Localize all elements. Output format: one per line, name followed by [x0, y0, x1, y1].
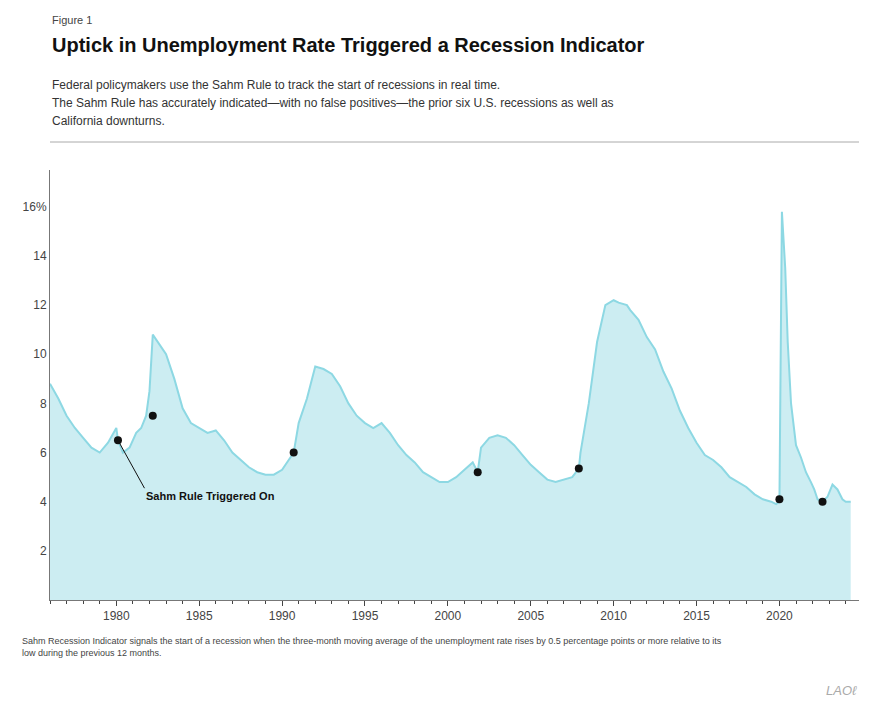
svg-text:2: 2 — [40, 544, 47, 558]
svg-text:16%: 16% — [23, 200, 47, 214]
svg-text:14: 14 — [33, 249, 47, 263]
svg-text:2020: 2020 — [766, 609, 793, 623]
svg-text:2015: 2015 — [683, 609, 710, 623]
svg-text:1995: 1995 — [352, 609, 379, 623]
svg-text:2010: 2010 — [600, 609, 627, 623]
svg-text:1985: 1985 — [186, 609, 213, 623]
svg-text:1990: 1990 — [269, 609, 296, 623]
svg-text:1980: 1980 — [103, 609, 130, 623]
svg-text:Sahm Rule Triggered On: Sahm Rule Triggered On — [146, 490, 275, 502]
svg-text:Uptick in Unemployment Rate Tr: Uptick in Unemployment Rate Triggered a … — [52, 34, 645, 56]
svg-text:The Sahm Rule has accurately i: The Sahm Rule has accurately indicated—w… — [52, 96, 614, 110]
svg-text:Figure 1: Figure 1 — [52, 14, 92, 26]
svg-text:8: 8 — [40, 397, 47, 411]
svg-text:2005: 2005 — [517, 609, 544, 623]
svg-text:12: 12 — [33, 298, 47, 312]
svg-text:LAOℓ: LAOℓ — [826, 683, 857, 698]
svg-text:Sahm Recession Indicator signa: Sahm Recession Indicator signals the sta… — [22, 636, 722, 658]
svg-text:2000: 2000 — [435, 609, 462, 623]
svg-text:California downturns.: California downturns. — [52, 114, 165, 128]
svg-text:4: 4 — [40, 495, 47, 509]
svg-text:6: 6 — [40, 446, 47, 460]
svg-text:10: 10 — [33, 347, 47, 361]
svg-text:Federal policymakers use the S: Federal policymakers use the Sahm Rule t… — [52, 78, 500, 92]
